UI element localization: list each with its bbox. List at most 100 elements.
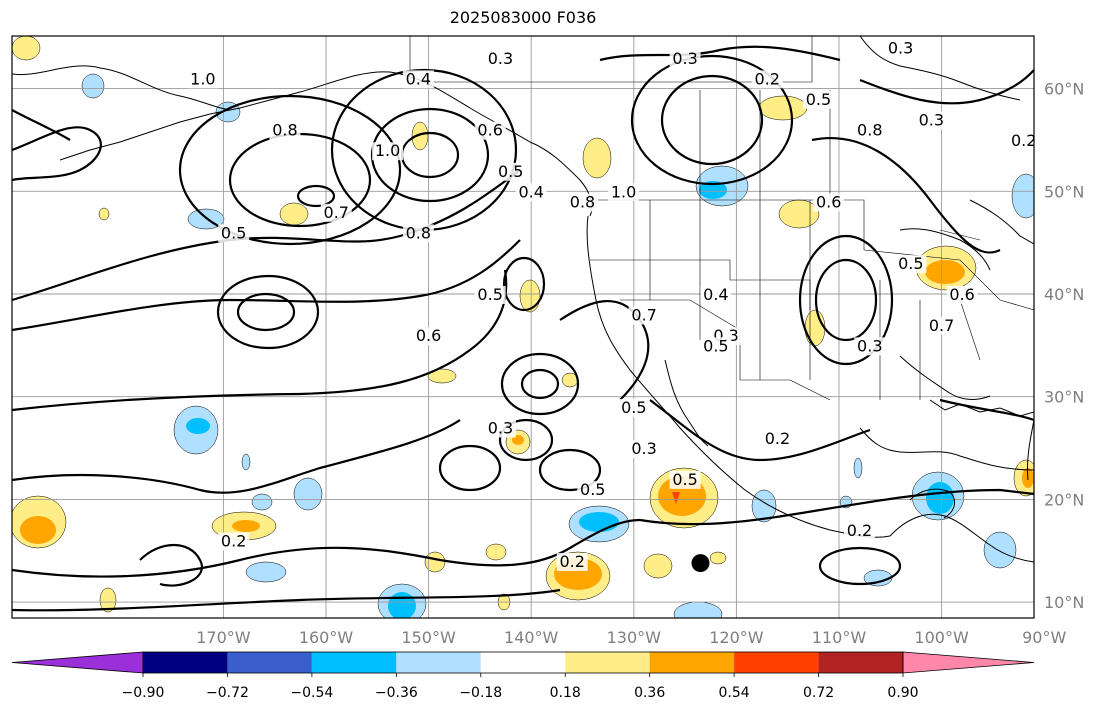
- contour-label: 0.2: [1011, 131, 1036, 150]
- contour-label: 1.0: [611, 182, 636, 201]
- contour-label: 0.6: [416, 326, 441, 345]
- anomaly-blob: [579, 512, 619, 532]
- colorbar: [11, 651, 1035, 674]
- contour-label: 0.4: [1073, 254, 1098, 273]
- contour-label-halo: [854, 337, 886, 356]
- contour-label-halo: [1101, 70, 1105, 88]
- colorbar-segment: [11, 651, 144, 674]
- colorbar-segment: [734, 652, 819, 673]
- colorbar-segment: [143, 652, 228, 673]
- latitude-labels: 60°N 50°N 40°N 30°N 20°N 10°N: [1044, 80, 1084, 612]
- coastlines: [12, 36, 1034, 563]
- contour-label: 0.3: [888, 39, 913, 58]
- contour-label-halo: [1090, 81, 1105, 99]
- contour-label-halo: [413, 327, 445, 346]
- anomaly-blob: [853, 457, 863, 479]
- contour-label-halo: [567, 193, 598, 212]
- anomaly-blob: [232, 520, 260, 532]
- anomaly-blob: [699, 181, 727, 199]
- colorbar-segment: [396, 652, 481, 673]
- colorbar-segment: [227, 652, 312, 673]
- contour-label-halo: [751, 70, 783, 89]
- latitude-label: 10°N: [1044, 593, 1084, 612]
- contour-label-halo: [669, 470, 701, 489]
- contour-label: 0.2: [560, 552, 585, 571]
- contour-label-halo: [844, 522, 876, 541]
- latitude-label: 60°N: [1044, 80, 1084, 99]
- contour-label: 0.7: [324, 203, 349, 222]
- contour-lines: [12, 45, 1034, 612]
- anomaly-blob: [758, 95, 808, 121]
- contour-label: 0.3: [672, 49, 697, 68]
- latitude-label: 30°N: [1044, 388, 1084, 407]
- contour-label: 1.0: [375, 141, 400, 160]
- contour-label: 0.2: [847, 521, 872, 540]
- contour-label-halo: [1101, 594, 1105, 612]
- anomaly-blob: [519, 279, 541, 313]
- anomaly-blob: [1011, 173, 1034, 219]
- shaded-anomalies: [12, 36, 1034, 618]
- contour-label: 0.3: [857, 336, 882, 355]
- longitude-label: 170°W: [196, 628, 251, 647]
- contour-label-halo: [761, 429, 793, 448]
- anomaly-blob: [983, 531, 1017, 569]
- anomaly-blob: [186, 418, 210, 434]
- longitude-labels: 170°W 160°W 150°W 140°W 130°W 120°W 110°W 100°W…: [196, 628, 1066, 647]
- longitude-label: 130°W: [607, 628, 662, 647]
- contour-label: 0.5: [580, 480, 605, 499]
- anomaly-blob: [245, 561, 287, 583]
- contour-label-halo: [577, 481, 609, 500]
- contour-label-halo: [854, 121, 886, 140]
- anomaly-blob: [751, 489, 777, 523]
- colorbar-tick-label: 0.54: [719, 685, 750, 701]
- contour-label-halo: [1101, 50, 1105, 68]
- contour-label: 0.8: [857, 121, 882, 140]
- colorbar-segment: [480, 652, 566, 673]
- colorbar-segment: [818, 652, 903, 673]
- contour-label-halo: [372, 142, 404, 161]
- contour-label: 0.8: [272, 121, 297, 140]
- longitude-label: 110°W: [812, 628, 867, 647]
- contour-label: 0.2: [765, 429, 790, 448]
- longitude-label: 140°W: [504, 628, 559, 647]
- anomaly-blob: [241, 453, 251, 471]
- colorbar-tick-labels: −0.90 −0.72 −0.54 −0.36 −0.18 0.18 0.36 0.54 0.7…: [122, 673, 919, 701]
- contour-label: 0.3: [631, 439, 656, 458]
- contour-label-halo: [474, 286, 506, 304]
- colorbar-segment: [565, 652, 650, 673]
- contour-label-halo: [885, 39, 917, 58]
- contour-label-halo: [1080, 409, 1105, 427]
- latitude-label: 40°N: [1044, 285, 1084, 304]
- contour-label-halo: [802, 90, 834, 109]
- contour-label-halo: [1070, 255, 1101, 273]
- colorbar-segment: [902, 651, 1035, 674]
- contour-label: 0.5: [621, 398, 646, 417]
- contour-label: 0.5: [898, 254, 923, 273]
- figure-title: 2025083000 F036: [449, 8, 597, 27]
- contour-label-halo: [1008, 131, 1034, 150]
- contour-label: 0.4: [406, 69, 431, 88]
- contour-label-halo: [474, 121, 506, 140]
- anomaly-blob: [20, 516, 56, 544]
- colorbar-tick-label: −0.54: [290, 685, 333, 701]
- anomaly-blob: [709, 551, 727, 565]
- anomaly-blob: [778, 199, 820, 229]
- anomaly-blob: [424, 551, 446, 573]
- contour-label-halo: [187, 70, 219, 89]
- contour-label: 0.5: [672, 470, 697, 489]
- anomaly-blob: [925, 260, 965, 284]
- latitude-label: 20°N: [1044, 490, 1084, 509]
- anomaly-blob: [926, 482, 954, 514]
- latitude-label: 50°N: [1044, 182, 1084, 201]
- anomaly-blob: [251, 493, 273, 511]
- longitude-label: 90°W: [1022, 628, 1066, 647]
- colorbar-tick-label: 0.18: [550, 685, 581, 701]
- contour-label: 0.8: [570, 193, 595, 212]
- longitude-label: 100°W: [914, 628, 969, 647]
- contour-label-halo: [556, 553, 588, 572]
- contour-label: 0.7: [1093, 80, 1105, 99]
- contour-label-halo: [915, 111, 947, 130]
- contour-label-halo: [618, 398, 650, 417]
- contour-label: 0.6: [477, 121, 502, 140]
- contour-label: 0.7: [631, 306, 656, 325]
